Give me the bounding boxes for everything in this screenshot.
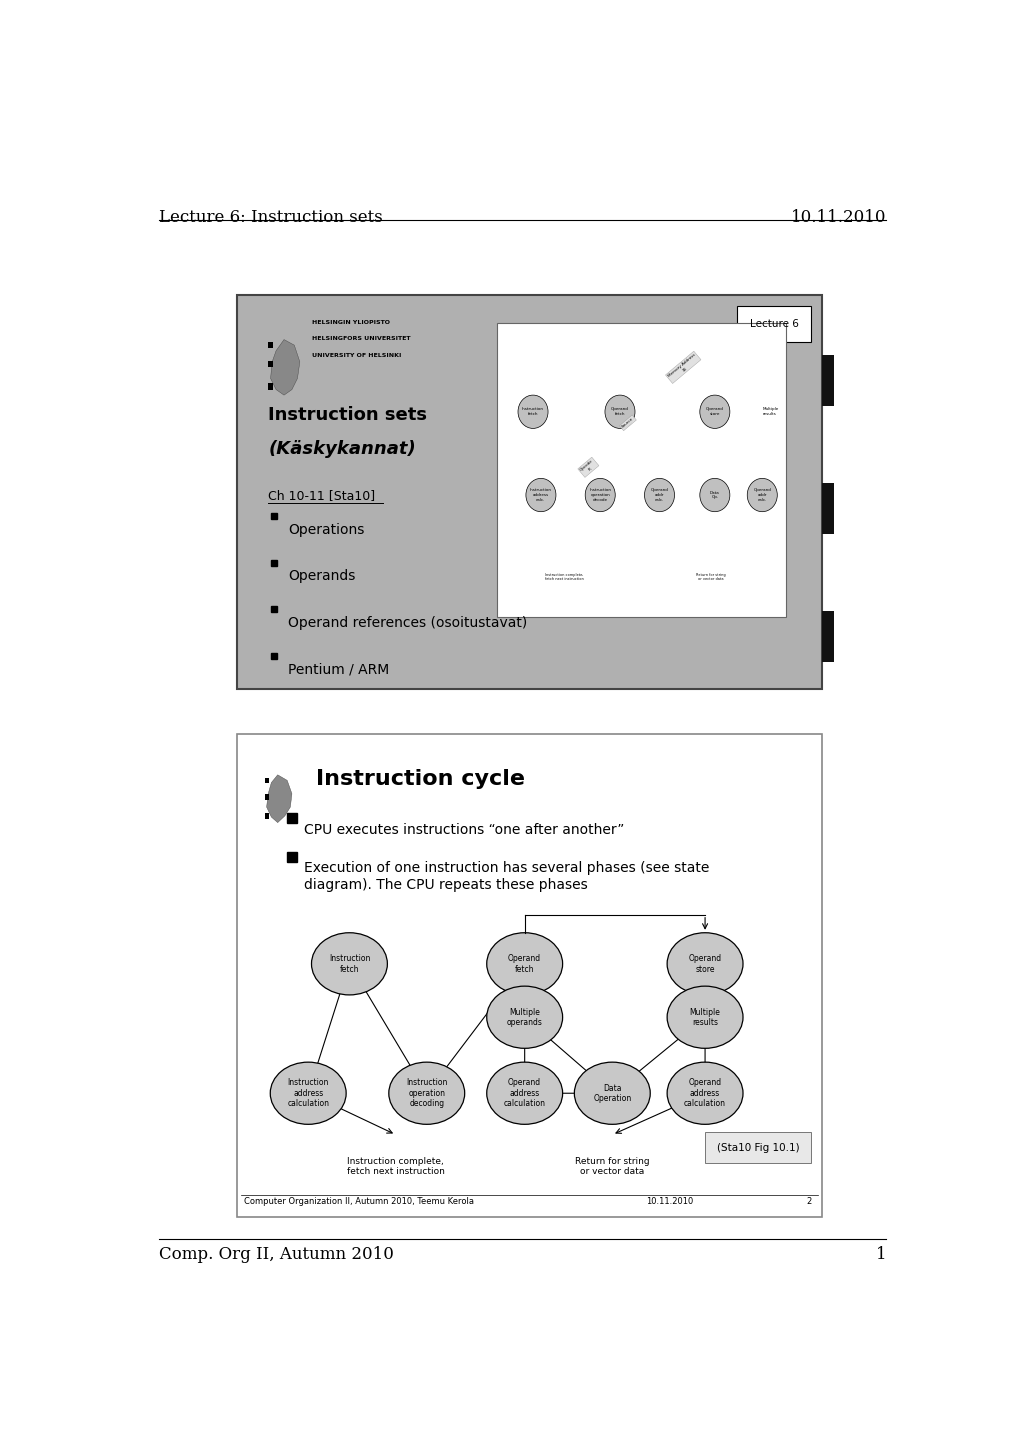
Bar [268, 342, 273, 349]
Text: Lecture 6: Lecture 6 [749, 319, 798, 329]
Ellipse shape [644, 479, 674, 512]
Ellipse shape [574, 1063, 649, 1125]
Ellipse shape [388, 1063, 465, 1125]
Ellipse shape [311, 933, 387, 995]
Text: Instruction cycle: Instruction cycle [315, 769, 524, 789]
Ellipse shape [585, 479, 614, 512]
Text: Instruction
operation
decoding: Instruction operation decoding [406, 1079, 447, 1107]
Text: HELSINGFORS UNIVERSITET: HELSINGFORS UNIVERSITET [312, 336, 410, 342]
Text: 1: 1 [875, 1246, 886, 1263]
Text: Operand
store: Operand store [705, 408, 723, 417]
Bar [264, 795, 268, 800]
Text: Computer Organization II, Autumn 2010, Teemu Kerola: Computer Organization II, Autumn 2010, T… [245, 1197, 474, 1206]
Text: Ch 10-11 [Sta10]: Ch 10-11 [Sta10] [268, 489, 375, 502]
Ellipse shape [666, 933, 742, 995]
Ellipse shape [666, 986, 742, 1048]
Bar [268, 360, 273, 368]
Text: 10.11.2010: 10.11.2010 [790, 209, 886, 225]
FancyBboxPatch shape [820, 483, 834, 534]
Ellipse shape [270, 1063, 345, 1125]
Ellipse shape [518, 395, 547, 428]
Text: (Käskykannat): (Käskykannat) [268, 440, 416, 457]
Bar [264, 813, 268, 819]
Text: Operations: Operations [287, 523, 364, 536]
Text: Operands: Operands [287, 570, 355, 584]
Text: Opcode
R: Opcode R [579, 459, 596, 476]
Bar [268, 384, 273, 389]
Text: Data
Operation: Data Operation [593, 1083, 631, 1103]
Ellipse shape [666, 1063, 742, 1125]
Text: Operand
addr
calc.: Operand addr calc. [650, 489, 667, 502]
Text: Data
Op.: Data Op. [709, 490, 719, 499]
Text: HELSINGIN YLIOPISTO: HELSINGIN YLIOPISTO [312, 320, 389, 324]
Text: Pentium / ARM: Pentium / ARM [287, 663, 389, 676]
Ellipse shape [486, 1063, 562, 1125]
Text: Operand
store: Operand store [688, 955, 720, 973]
Ellipse shape [747, 479, 776, 512]
Text: Comp. Org II, Autumn 2010: Comp. Org II, Autumn 2010 [159, 1246, 393, 1263]
Text: Instruction complete,
fetch next instruction: Instruction complete, fetch next instruc… [346, 1156, 444, 1177]
Bar [264, 777, 268, 783]
FancyBboxPatch shape [705, 1132, 810, 1164]
Ellipse shape [526, 479, 555, 512]
Text: 10.11.2010: 10.11.2010 [645, 1197, 693, 1206]
Text: Multiple
results: Multiple results [761, 408, 777, 417]
Ellipse shape [486, 933, 562, 995]
Text: Operand
addr
calc.: Operand addr calc. [753, 489, 770, 502]
Text: (Sta10 Fig 10.1): (Sta10 Fig 10.1) [716, 1144, 799, 1154]
Text: Memory Address
16: Memory Address 16 [666, 353, 698, 382]
Text: Operand
address
calculation: Operand address calculation [684, 1079, 726, 1107]
Text: Operand
address
calculation: Operand address calculation [503, 1079, 545, 1107]
FancyBboxPatch shape [497, 323, 786, 617]
FancyBboxPatch shape [236, 296, 820, 689]
Text: Operand
fetch: Operand fetch [507, 955, 541, 973]
FancyBboxPatch shape [737, 306, 810, 342]
Ellipse shape [604, 395, 635, 428]
FancyBboxPatch shape [820, 610, 834, 662]
Text: Instruction complete,
fetch next instruction: Instruction complete, fetch next instruc… [545, 572, 584, 581]
Text: Instruction
fetch: Instruction fetch [522, 408, 543, 417]
Polygon shape [270, 339, 300, 395]
Text: Operand references (osoitustavat): Operand references (osoitustavat) [287, 616, 527, 630]
Ellipse shape [486, 986, 562, 1048]
Text: Instruction
address
calc.: Instruction address calc. [530, 489, 551, 502]
Text: 2: 2 [806, 1197, 811, 1206]
Text: Return for string
or vector data: Return for string or vector data [575, 1156, 649, 1177]
FancyBboxPatch shape [820, 355, 834, 407]
Ellipse shape [699, 395, 730, 428]
Text: Instruction
address
calculation: Instruction address calculation [287, 1079, 329, 1107]
Text: UNIVERSITY OF HELSINKI: UNIVERSITY OF HELSINKI [312, 353, 400, 358]
Text: Execution of one instruction has several phases (see state
diagram). The CPU rep: Execution of one instruction has several… [304, 861, 708, 891]
FancyBboxPatch shape [236, 734, 820, 1217]
Text: Instruction
operation
decode: Instruction operation decode [589, 489, 610, 502]
Text: Multiple
operands: Multiple operands [506, 1008, 542, 1027]
Text: Instruction sets: Instruction sets [268, 407, 427, 424]
Polygon shape [266, 774, 291, 822]
Text: Multiple
results: Multiple results [689, 1008, 719, 1027]
Text: Operand
fetch: Operand fetch [610, 408, 629, 417]
Text: Instruction
fetch: Instruction fetch [328, 955, 370, 973]
Text: CPU executes instructions “one after another”: CPU executes instructions “one after ano… [304, 822, 624, 836]
Ellipse shape [699, 479, 730, 512]
Text: Return for string
or vector data: Return for string or vector data [695, 572, 725, 581]
Text: Lecture 6: Instruction sets: Lecture 6: Instruction sets [159, 209, 382, 225]
Text: Source: Source [621, 417, 634, 428]
